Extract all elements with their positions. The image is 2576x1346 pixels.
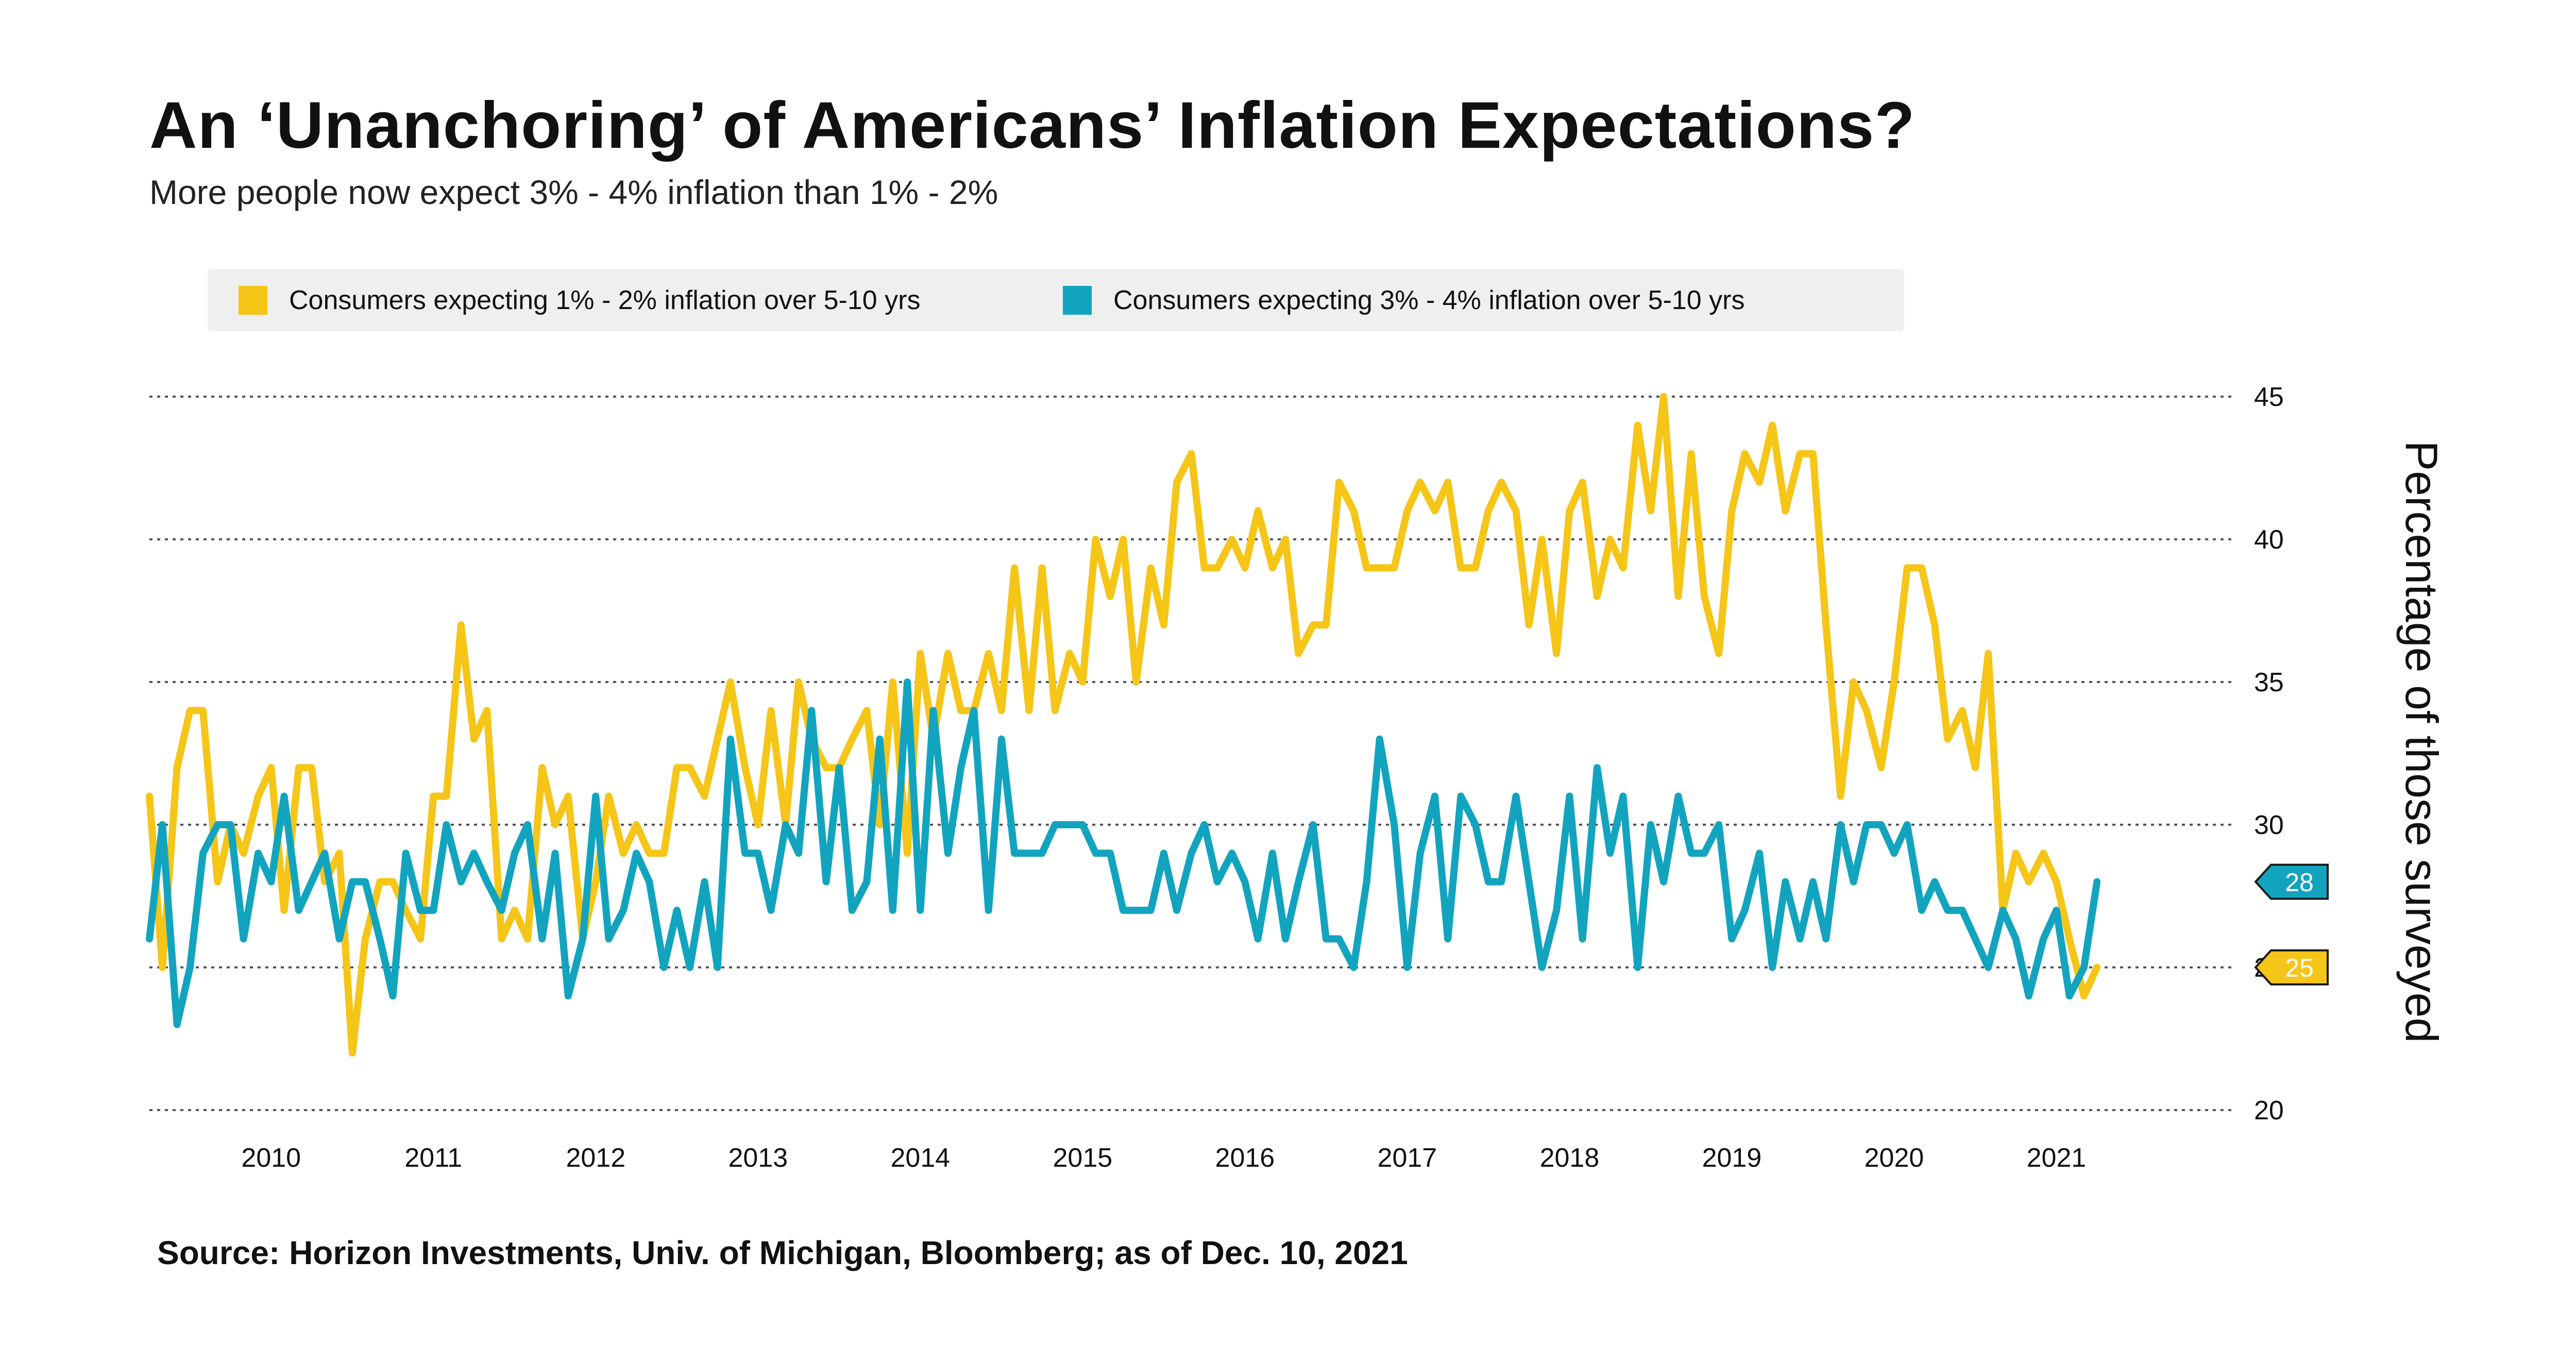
end-value-label-2: 28 [2285,868,2314,897]
legend: Consumers expecting 1% - 2% inflation ov… [208,269,1904,331]
end-value-label-1: 25 [2285,953,2314,982]
series-line-1 [146,393,2101,1057]
end-value-tag-2 [2254,863,2329,900]
x-tick-label-2021: 2021 [2027,1143,2087,1173]
x-tick-label-2020: 2020 [1865,1143,1924,1173]
x-tick-label-2013: 2013 [728,1143,788,1173]
x-tick-label-2019: 2019 [1702,1143,1762,1173]
legend-item-3-4-pct: Consumers expecting 3% - 4% inflation ov… [1063,285,1744,316]
legend-swatch-yellow [239,286,267,315]
end-value-tag-1 [2254,949,2329,985]
y-tick-label-30: 30 [2254,810,2284,840]
legend-item-1-2-pct: Consumers expecting 1% - 2% inflation ov… [239,285,920,316]
x-tick-label-2016: 2016 [1215,1143,1275,1173]
x-tick-label-2014: 2014 [891,1143,951,1173]
y-tick-label-35: 35 [2254,668,2284,697]
chart-subtitle: More people now expect 3% - 4% inflation… [149,173,998,211]
series-line-2 [146,678,2101,1028]
legend-label-3-4-pct: Consumers expecting 3% - 4% inflation ov… [1113,285,1745,315]
y-axis-label: Percentage of those surveyed [2396,440,2447,1043]
y-tick-label-40: 40 [2254,525,2284,555]
y-tick-label-20: 20 [2254,1096,2284,1126]
legend-swatch-teal [1063,286,1092,315]
chart-title: An ‘Unanchoring’ of Americans’ Inflation… [149,89,1916,162]
x-tick-label-2018: 2018 [1540,1143,1600,1173]
legend-label-1-2-pct: Consumers expecting 1% - 2% inflation ov… [289,285,921,315]
x-tick-label-2012: 2012 [566,1143,625,1173]
x-tick-label-2015: 2015 [1053,1143,1113,1173]
source-note: Source: Horizon Investments, Univ. of Mi… [157,1234,1408,1271]
x-tick-label-2017: 2017 [1378,1143,1437,1173]
x-tick-label-2011: 2011 [404,1143,462,1173]
x-tick-label-2010: 2010 [241,1143,301,1173]
y-tick-label-45: 45 [2254,382,2284,412]
